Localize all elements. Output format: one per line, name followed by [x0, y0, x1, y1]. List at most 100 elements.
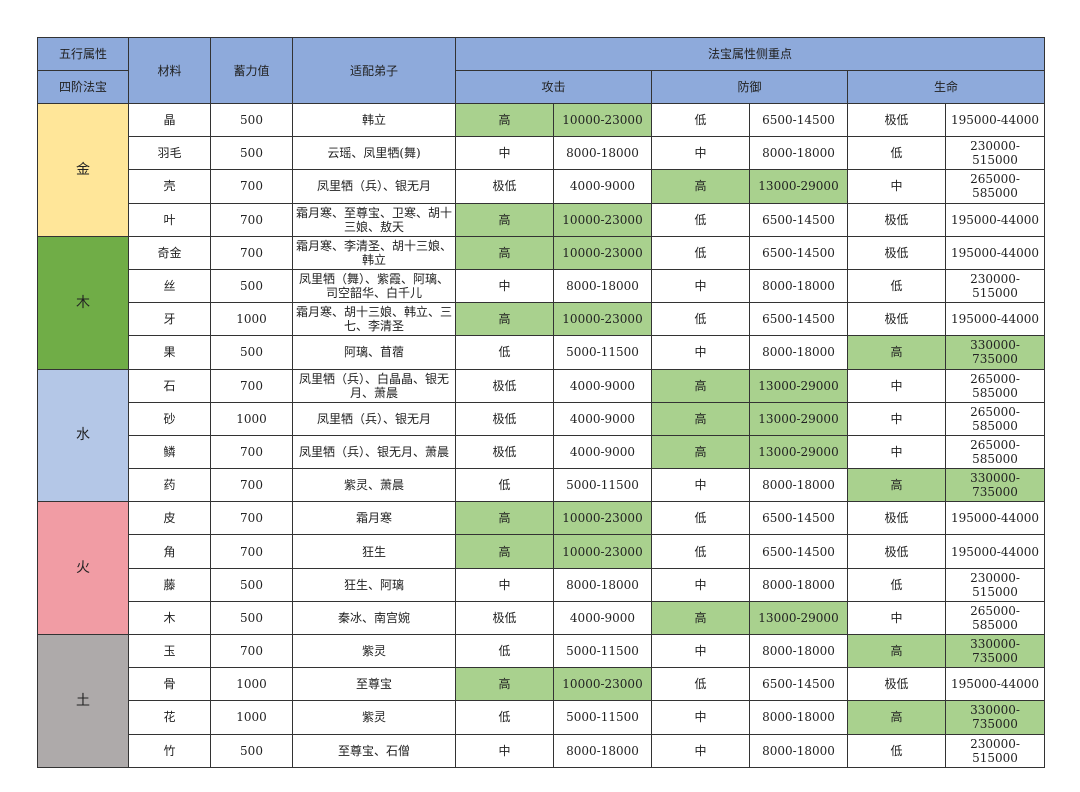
level-cell: 高	[651, 434, 750, 470]
level-cell: 高	[455, 235, 554, 270]
material-cell: 果	[128, 335, 211, 370]
data-row: 木奇金 700 霜月寒、李清圣、胡十三娘、韩立高 10000-23000 低 6500-1…	[37, 235, 1046, 370]
data-row: 叶 700 霜月寒、至尊宝、卫寒、胡十三娘、敖天高 10000-23000 低 6500-…	[38, 202, 1046, 237]
level-cell: 极低	[847, 667, 946, 702]
range-cell: 10000-23000	[553, 501, 652, 536]
level-cell: 高	[455, 667, 554, 702]
material-cell: 丝	[128, 268, 211, 304]
disciples-cell: 紫灵、萧晨	[292, 468, 456, 503]
level-cell: 低	[455, 468, 554, 503]
data-row: 砂 1000 凤里牺（兵）、银无月 极低 4000-9000 高 13000-29000 中 2…	[38, 401, 1046, 436]
range-cell: 6500-14500	[749, 202, 848, 237]
level-cell: 中	[651, 733, 750, 768]
data-row: 骨 1000 至尊宝高 10000-23000 低 6500-14500 极低 195000-…	[38, 667, 1046, 702]
range-cell: 4000-9000	[553, 401, 652, 436]
range-cell: 10000-23000	[553, 302, 652, 337]
level-cell: 中	[651, 468, 750, 503]
range-cell: 230000-515000	[944, 268, 1046, 304]
range-cell: 8000-18000	[553, 268, 652, 304]
level-cell: 低	[847, 136, 946, 171]
charge-cell: 500	[210, 567, 293, 602]
data-row: 鳞 700 凤里牺（兵）、银无月、萧晨 极低 4000-9000 高 13000-29000…	[38, 434, 1046, 470]
range-cell: 195000-44000	[944, 202, 1046, 237]
level-cell: 中	[847, 368, 946, 403]
level-cell: 中	[651, 567, 750, 602]
level-cell: 低	[651, 302, 750, 337]
level-cell: 中	[847, 434, 946, 470]
material-cell: 鳞	[128, 434, 211, 470]
range-cell: 6500-14500	[749, 534, 848, 569]
data-row: 丝 500 凤里牺（舞）、紫霞、阿璃、司空韶华、白千儿中 8000-18000 中 800…	[38, 268, 1046, 304]
header-cell: 材料	[128, 37, 211, 104]
charge-cell: 500	[210, 268, 293, 304]
disciples-cell: 凤里牺（兵）、银无月、萧晨	[292, 434, 456, 470]
level-cell: 中	[651, 335, 750, 370]
data-row: 火皮 700 霜月寒高 10000-23000 低 6500-14500 极低 195000-…	[37, 501, 1046, 635]
disciples-cell: 狂生、阿璃	[292, 567, 456, 602]
charge-cell: 1000	[210, 700, 293, 735]
header-row: 四阶法宝 攻击 防御 生命	[37, 70, 1046, 104]
charge-cell: 700	[210, 235, 293, 270]
range-cell: 6500-14500	[749, 667, 848, 702]
level-cell: 中	[651, 268, 750, 304]
charge-cell: 500	[210, 102, 293, 138]
charge-cell: 1000	[210, 302, 293, 337]
header-cell: 四阶法宝	[37, 70, 129, 104]
disciples-cell: 凤里牺（兵）、银无月	[292, 169, 456, 204]
material-cell: 花	[128, 700, 211, 735]
level-cell: 中	[847, 169, 946, 204]
level-cell: 极低	[455, 600, 554, 636]
level-cell: 中	[651, 700, 750, 735]
charge-cell: 500	[210, 733, 293, 768]
disciples-cell: 凤里牺（舞）、紫霞、阿璃、司空韶华、白千儿	[292, 268, 456, 304]
range-cell: 195000-44000	[944, 501, 1046, 536]
data-row: 牙 1000 霜月寒、胡十三娘、韩立、三七、李清圣高 10000-23000 低 6500…	[38, 302, 1046, 337]
level-cell: 低	[847, 733, 946, 768]
level-cell: 中	[847, 401, 946, 436]
range-cell: 8000-18000	[749, 468, 848, 503]
charge-cell: 700	[210, 368, 293, 403]
range-cell: 10000-23000	[553, 235, 652, 270]
data-row: 水石 700 凤里牺（兵）、白晶晶、银无月、萧晨 极低 4000-9000 高 13000-…	[37, 368, 1046, 503]
level-cell: 低	[455, 335, 554, 370]
material-cell: 皮	[128, 501, 211, 536]
level-cell: 低	[651, 235, 750, 270]
level-cell: 极低	[455, 434, 554, 470]
range-cell: 6500-14500	[749, 102, 848, 138]
level-cell: 中	[651, 633, 750, 669]
element-cell: 木	[37, 235, 129, 370]
level-cell: 高	[455, 102, 554, 138]
level-cell: 高	[651, 600, 750, 636]
range-cell: 8000-18000	[749, 335, 848, 370]
range-cell: 195000-44000	[944, 235, 1046, 270]
disciples-cell: 凤里牺（兵）、银无月	[292, 401, 456, 436]
data-row: 果 500 阿璃、苜蓿低 5000-11500 中 8000-18000 高 330000-7…	[38, 335, 1046, 370]
level-cell: 高	[651, 401, 750, 436]
element-cell: 土	[37, 634, 129, 768]
element-cell: 金	[37, 103, 129, 237]
range-cell: 265000-585000	[944, 401, 1046, 436]
attribute-table: 五行属性 材料 蓄力值 适配弟子 法宝属性侧重点 四阶法宝 攻击 防御 生命 金…	[37, 37, 1046, 768]
range-cell: 4000-9000	[553, 434, 652, 470]
disciples-cell: 霜月寒、李清圣、胡十三娘、韩立	[292, 235, 456, 270]
range-cell: 230000-515000	[944, 136, 1046, 171]
charge-cell: 500	[210, 136, 293, 171]
range-cell: 265000-585000	[944, 368, 1046, 403]
range-cell: 4000-9000	[553, 169, 652, 204]
range-cell: 10000-23000	[553, 102, 652, 138]
level-cell: 低	[651, 534, 750, 569]
material-cell: 晶	[128, 102, 211, 138]
disciples-cell: 至尊宝、石僧	[292, 733, 456, 768]
range-cell: 8000-18000	[749, 268, 848, 304]
level-cell: 高	[455, 501, 554, 536]
table-header: 五行属性 材料 蓄力值 适配弟子 法宝属性侧重点 四阶法宝 攻击 防御 生命	[37, 37, 1046, 104]
disciples-cell: 凤里牺（兵）、白晶晶、银无月、萧晨	[292, 368, 456, 403]
material-cell: 壳	[128, 169, 211, 204]
data-row: 竹 500 至尊宝、石僧中 8000-18000 中 8000-18000 低 230000-…	[38, 733, 1046, 768]
range-cell: 195000-44000	[944, 102, 1046, 138]
range-cell: 265000-585000	[944, 169, 1046, 204]
range-cell: 5000-11500	[553, 633, 652, 669]
header-cell: 蓄力值	[210, 37, 293, 104]
charge-cell: 700	[210, 202, 293, 237]
